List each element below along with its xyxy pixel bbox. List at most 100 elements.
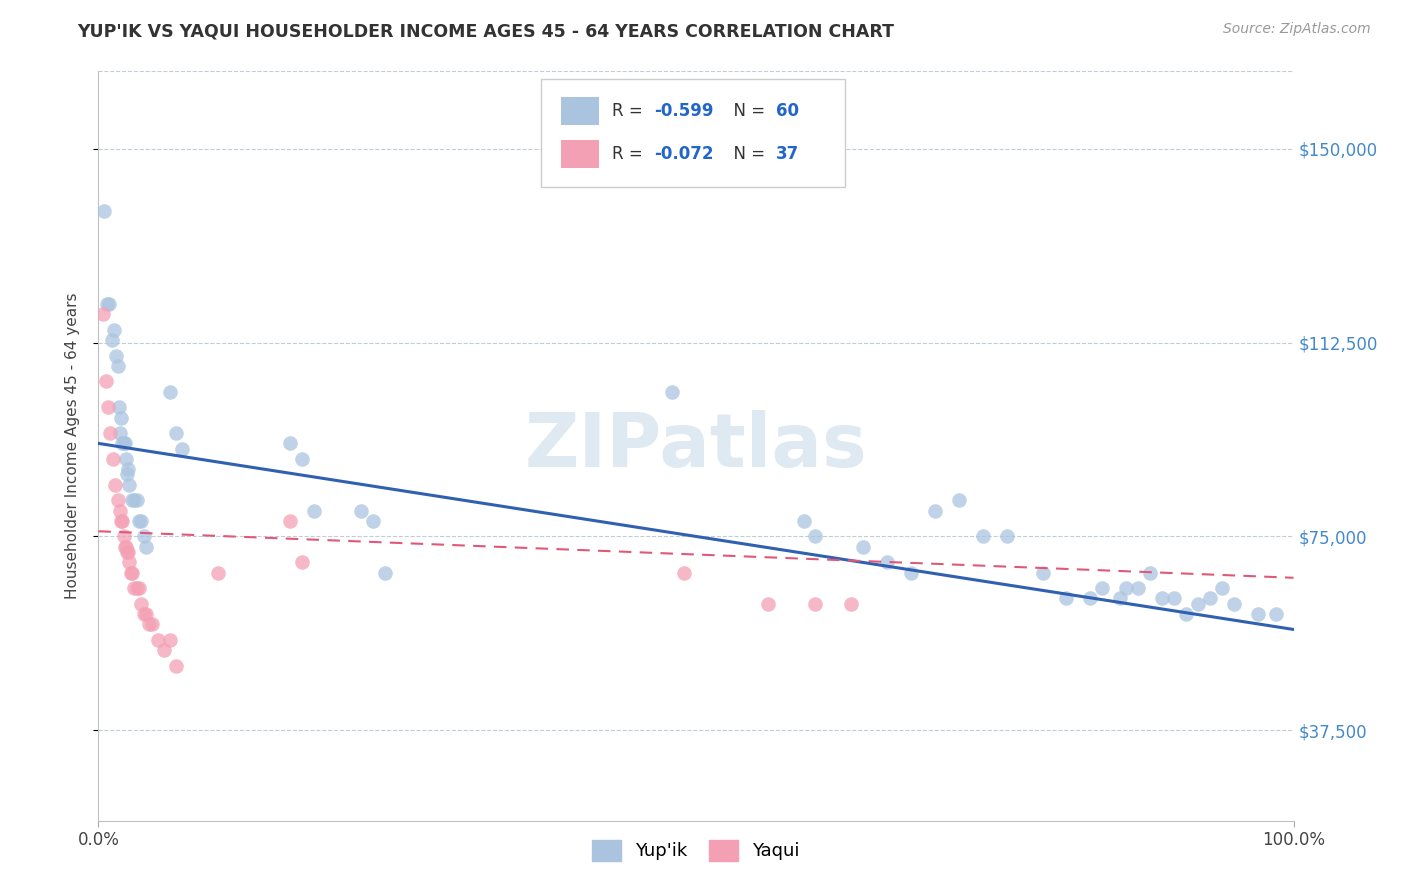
Point: [115, 540, 138, 554]
Point: [115, 545, 138, 559]
Point: [124, 581, 146, 595]
Point: [104, 477, 127, 491]
Point: [93, 203, 115, 218]
Point: [111, 514, 134, 528]
Point: [673, 566, 696, 580]
Text: YUP'IK VS YAQUI HOUSEHOLDER INCOME AGES 45 - 64 YEARS CORRELATION CHART: YUP'IK VS YAQUI HOUSEHOLDER INCOME AGES …: [77, 22, 894, 40]
Point: [96, 297, 118, 311]
Point: [350, 503, 373, 517]
Point: [103, 323, 125, 337]
Point: [110, 410, 132, 425]
Point: [661, 384, 683, 399]
Point: [1264, 607, 1286, 621]
Point: [101, 451, 124, 466]
Point: [1199, 591, 1222, 606]
Text: Source: ZipAtlas.com: Source: ZipAtlas.com: [1223, 22, 1371, 37]
Point: [1163, 591, 1185, 606]
Point: [105, 349, 128, 363]
Point: [138, 617, 160, 632]
Point: [125, 581, 148, 595]
Point: [302, 503, 325, 517]
Point: [98, 426, 122, 441]
Point: [278, 514, 301, 528]
Point: [107, 359, 129, 373]
Point: [363, 514, 385, 528]
Point: [131, 514, 153, 528]
Point: [1091, 581, 1114, 595]
Point: [131, 597, 153, 611]
Point: [1211, 581, 1233, 595]
Point: [124, 493, 146, 508]
Point: [112, 436, 135, 450]
Point: [121, 566, 143, 580]
Point: [1032, 566, 1054, 580]
Point: [900, 566, 922, 580]
Point: [120, 566, 142, 580]
Point: [98, 297, 121, 311]
Point: [1139, 566, 1161, 580]
Point: [804, 529, 827, 543]
Point: [159, 632, 181, 647]
Point: [132, 607, 155, 621]
Point: [108, 503, 131, 517]
Point: [107, 493, 129, 508]
Point: [1152, 591, 1174, 606]
Point: [117, 545, 139, 559]
Point: [1109, 591, 1132, 606]
Point: [94, 375, 117, 389]
Point: [112, 529, 135, 543]
Point: [852, 540, 875, 554]
Point: [1175, 607, 1198, 621]
Text: 60: 60: [776, 102, 799, 120]
Point: [148, 632, 170, 647]
Point: [1247, 607, 1270, 621]
Point: [1080, 591, 1102, 606]
Point: [141, 617, 163, 632]
Point: [128, 581, 150, 595]
Point: [841, 597, 863, 611]
Point: [115, 467, 138, 482]
Point: [972, 529, 994, 543]
Point: [374, 566, 396, 580]
Text: 37: 37: [776, 145, 799, 162]
Legend: Yup'ik, Yaqui: Yup'ik, Yaqui: [585, 832, 807, 868]
Point: [108, 426, 131, 441]
Point: [165, 426, 187, 441]
Point: [278, 436, 301, 450]
Point: [172, 442, 194, 456]
FancyBboxPatch shape: [561, 139, 599, 168]
Point: [804, 597, 827, 611]
Point: [135, 607, 157, 621]
Point: [132, 529, 155, 543]
Point: [291, 451, 314, 466]
Y-axis label: Householder Income Ages 45 - 64 years: Householder Income Ages 45 - 64 years: [65, 293, 80, 599]
FancyBboxPatch shape: [561, 97, 599, 125]
Text: -0.599: -0.599: [654, 102, 714, 120]
Point: [207, 566, 229, 580]
Point: [1223, 597, 1246, 611]
Point: [876, 555, 898, 569]
Point: [948, 493, 970, 508]
Point: [115, 451, 138, 466]
Point: [924, 503, 946, 517]
Point: [114, 540, 136, 554]
Point: [117, 462, 139, 476]
Point: [1128, 581, 1150, 595]
Point: [97, 401, 120, 415]
Point: [793, 514, 815, 528]
Point: [118, 477, 141, 491]
Text: N =: N =: [724, 102, 770, 120]
Point: [756, 597, 779, 611]
Point: [135, 540, 157, 554]
Point: [153, 643, 176, 657]
Point: [114, 436, 136, 450]
Point: [128, 514, 150, 528]
Point: [111, 436, 134, 450]
FancyBboxPatch shape: [541, 78, 845, 187]
Point: [110, 514, 132, 528]
Point: [1115, 581, 1137, 595]
Text: R =: R =: [613, 102, 648, 120]
Text: N =: N =: [724, 145, 770, 162]
Point: [995, 529, 1018, 543]
Point: [107, 401, 129, 415]
